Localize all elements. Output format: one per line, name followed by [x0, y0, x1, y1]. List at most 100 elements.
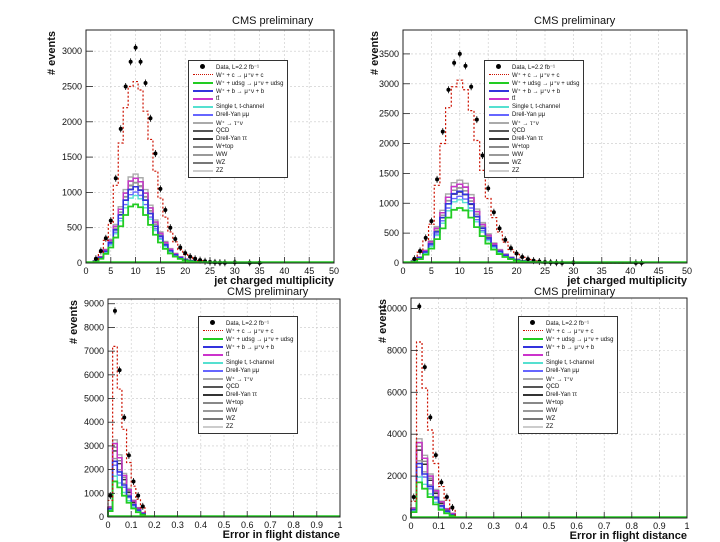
- legend-entry: ZZ: [488, 167, 580, 175]
- line-swatch-icon: [192, 143, 214, 151]
- legend-entry: W⁺ + udsg → μ⁺ν + udsg: [488, 79, 580, 87]
- chart-title: CMS preliminary: [534, 286, 616, 298]
- legend-label: W⁺ + c → μ⁺ν + c: [512, 72, 560, 79]
- legend-entry: Single t, t-channel: [522, 359, 614, 367]
- legend-label: W⁺ → τ⁺ν: [512, 120, 539, 127]
- legend-label: WZ: [226, 416, 236, 422]
- x-tick-label: 45: [654, 266, 664, 276]
- line-swatch-icon: [192, 79, 214, 87]
- y-tick-label: 6000: [84, 370, 104, 380]
- legend-label: Drell-Yan μμ: [546, 368, 580, 374]
- legend-label: Drell-Yan ττ: [226, 392, 257, 398]
- y-tick-label: 4000: [84, 417, 104, 427]
- legend-label: Data, L=2.2 fb⁻¹: [512, 64, 556, 71]
- legend-entry: Drell-Yan μμ: [522, 367, 614, 375]
- legend-entry: W⁺ → τ⁺ν: [202, 375, 294, 383]
- x-tick-label: 50: [682, 266, 692, 276]
- legend-label: tt̄: [216, 96, 220, 102]
- x-tick-label: 50: [329, 266, 339, 276]
- chart-panel-top-right: CMS preliminary 0 5 10 15 20 25 30 35 40 45 50 0 500 1…: [358, 0, 718, 287]
- legend-label: W+top: [216, 144, 234, 150]
- y-tick-label: 6000: [387, 387, 407, 397]
- line-swatch-icon: [202, 375, 224, 383]
- x-tick-label: 1: [684, 521, 689, 531]
- legend-entry: WZ: [488, 159, 580, 167]
- x-tick-label: 20: [512, 266, 522, 276]
- y-tick-label: 5000: [84, 394, 104, 404]
- x-tick-label: 5: [108, 266, 113, 276]
- line-swatch-icon: [488, 143, 510, 151]
- legend-label: W⁺ + b → μ⁺ν + b: [226, 344, 275, 351]
- y-tick-label: 2000: [62, 117, 82, 127]
- legend-entry: W+top: [488, 143, 580, 151]
- x-tick-label: 40: [279, 266, 289, 276]
- legend-entry: WZ: [192, 159, 284, 167]
- y-tick-label: 1000: [379, 198, 399, 208]
- legend-entry: WW: [488, 151, 580, 159]
- legend-label: Single t, t-channel: [546, 360, 595, 366]
- legend-label: QCD: [226, 384, 240, 390]
- legend-label: W⁺ → τ⁺ν: [546, 376, 573, 383]
- line-swatch-icon: [192, 151, 214, 159]
- legend-entry: W⁺ → τ⁺ν: [522, 375, 614, 383]
- legend-label: WW: [512, 152, 524, 158]
- mc-hist-w-b: [92, 185, 263, 264]
- line-swatch-icon: [522, 367, 544, 375]
- y-tick-label: 9000: [84, 299, 104, 309]
- legend-entry: WZ: [522, 415, 614, 423]
- y-tick-label: 10000: [382, 303, 407, 313]
- line-swatch-icon: [192, 95, 214, 103]
- mc-hist-w-udsg: [410, 207, 645, 264]
- legend-entry: W⁺ + udsg → μ⁺ν + udsg: [202, 335, 294, 343]
- data-marker-icon: [522, 319, 544, 327]
- histogram-plot: 0 5 10 15 20 25 30 35 40 45 5005001000150020002500…: [379, 29, 692, 276]
- x-tick-label: 0.4: [515, 521, 528, 531]
- line-swatch-icon: [488, 71, 510, 79]
- legend-label: Drell-Yan μμ: [226, 368, 260, 374]
- legend-label: WZ: [512, 160, 522, 166]
- line-swatch-icon: [192, 103, 214, 111]
- signal-hist-wc: [107, 345, 146, 517]
- legend-label: tt̄: [512, 96, 516, 102]
- legend-label: tt̄: [546, 352, 550, 358]
- legend: Data, L=2.2 fb⁻¹ W⁺ + c → μ⁺ν + c W⁺ + uds…: [518, 316, 618, 434]
- x-tick-label: 0.9: [653, 521, 666, 531]
- legend-entry: Single t, t-channel: [488, 103, 580, 111]
- legend-label: W⁺ + c → μ⁺ν + c: [546, 328, 594, 335]
- mc-hist-w-udsg: [107, 480, 147, 517]
- y-tick-label: 8000: [84, 322, 104, 332]
- x-tick-label: 0: [408, 521, 413, 531]
- line-swatch-icon: [488, 167, 510, 175]
- line-swatch-icon: [522, 399, 544, 407]
- data-marker-icon: [488, 63, 510, 71]
- x-tick-label: 0: [400, 266, 405, 276]
- line-swatch-icon: [488, 111, 510, 119]
- legend-entry: Data, L=2.2 fb⁻¹: [202, 319, 294, 327]
- legend-label: Drell-Yan ττ: [216, 136, 247, 142]
- legend-label: ZZ: [512, 168, 520, 174]
- y-tick-label: 1500: [62, 152, 82, 162]
- x-tick-label: 45: [304, 266, 314, 276]
- x-tick-label: 10: [455, 266, 465, 276]
- legend: Data, L=2.2 fb⁻¹ W⁺ + c → μ⁺ν + c W⁺ + uds…: [188, 60, 288, 178]
- line-swatch-icon: [202, 335, 224, 343]
- y-axis-title: # events: [377, 298, 389, 343]
- line-swatch-icon: [192, 71, 214, 79]
- mc-hist-wtop: [410, 195, 645, 264]
- line-swatch-icon: [522, 359, 544, 367]
- y-axis-title: # events: [68, 299, 80, 344]
- x-axis-title: Error in flight distance: [569, 530, 687, 542]
- line-swatch-icon: [488, 151, 510, 159]
- x-tick-label: 0: [105, 520, 110, 530]
- legend-label: ZZ: [216, 168, 224, 174]
- line-swatch-icon: [192, 167, 214, 175]
- line-swatch-icon: [488, 135, 510, 143]
- legend-label: W⁺ + udsg → μ⁺ν + udsg: [216, 80, 284, 87]
- line-swatch-icon: [192, 135, 214, 143]
- line-swatch-icon: [202, 415, 224, 423]
- legend-label: QCD: [512, 128, 526, 134]
- legend-entry: ZZ: [202, 423, 294, 431]
- x-tick-label: 0.8: [626, 521, 639, 531]
- y-tick-label: 1500: [379, 168, 399, 178]
- line-swatch-icon: [522, 351, 544, 359]
